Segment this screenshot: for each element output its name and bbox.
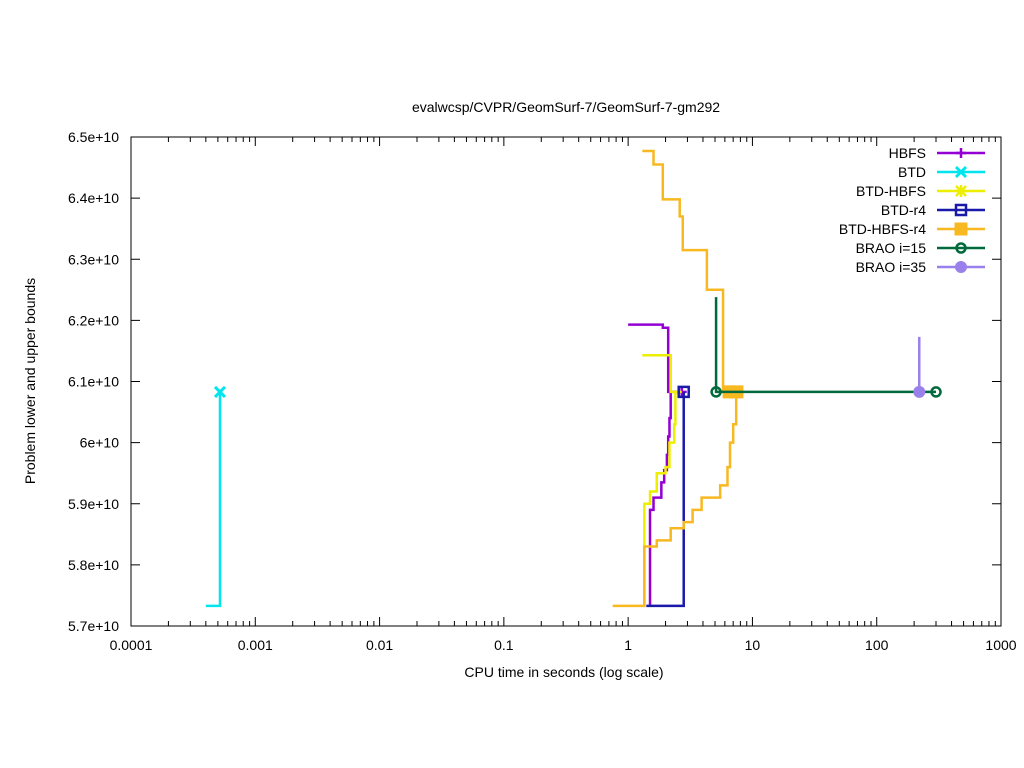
- legend-entry: BTD-HBFS-r4: [839, 221, 985, 237]
- legend-label: BTD: [898, 164, 926, 180]
- legend-entry: BRAO i=15: [856, 240, 985, 256]
- y-tick-label: 6.4e+10: [68, 190, 119, 206]
- lower-bound-line: [646, 391, 685, 608]
- upper-bound-line: [642, 353, 682, 394]
- plot-frame: [130, 136, 1002, 627]
- legend-label: BRAO i=35: [856, 259, 927, 275]
- legend: HBFS BTD BTD-HBFS BTD-r4 BTD-HBFS-r4 BRAO i=1…: [839, 145, 985, 275]
- lower-bound-line: [643, 391, 677, 606]
- x-tick-label: 0.001: [238, 637, 273, 653]
- legend-label: HBFS: [889, 145, 926, 161]
- series-layer: [205, 149, 942, 608]
- y-tick-label: 5.7e+10: [68, 618, 119, 634]
- marker-star: [955, 185, 967, 197]
- lower-bound-line: [714, 297, 937, 394]
- y-tick-label: 5.8e+10: [68, 557, 119, 573]
- marker-cross: [213, 385, 227, 398]
- y-tick-label: 5.9e+10: [68, 496, 119, 512]
- chart-title: evalwcsp/CVPR/GeomSurf-7/GeomSurf-7-gm29…: [412, 99, 720, 115]
- x-tick-label: 100: [865, 637, 889, 653]
- marker-filled-circle: [955, 261, 967, 273]
- legend-label: BRAO i=15: [856, 240, 927, 256]
- marker-plus: [956, 148, 966, 158]
- series-btd-hbfs-r4: [612, 149, 744, 608]
- series-btd-r4: [646, 385, 690, 608]
- x-tick-label: 0.01: [366, 637, 393, 653]
- marker-cross: [954, 165, 968, 179]
- x-axis-label: CPU time in seconds (log scale): [464, 664, 663, 680]
- marker-filled-square: [954, 222, 968, 236]
- y-tick-label: 6.3e+10: [68, 251, 119, 267]
- x-tick-label: 0.1: [494, 637, 514, 653]
- series-hbfs: [628, 323, 687, 606]
- legend-label: BTD-HBFS: [856, 183, 926, 199]
- x-tick-label: 1000: [985, 637, 1016, 653]
- marker-open-circle: [955, 242, 967, 254]
- upper-bound-line: [628, 323, 682, 394]
- series-btd: [205, 385, 227, 608]
- legend-entry: HBFS: [889, 145, 985, 161]
- series-brao-i-35: [913, 336, 926, 398]
- legend-entry: BRAO i=35: [856, 259, 985, 275]
- marker-open-square: [677, 385, 690, 399]
- marker-filled-circle: [913, 385, 926, 398]
- axis-ticks: 0.0001 0.001 0.01 0.1 1 10 100 1000 5.7e+10 5.8e+…: [68, 129, 1017, 653]
- series-btd-hbfs: [642, 353, 682, 606]
- lower-bound-line: [205, 391, 222, 608]
- legend-entry: BTD: [898, 164, 985, 180]
- legend-label: BTD-r4: [881, 202, 926, 218]
- y-axis-label: Problem lower and upper bounds: [22, 278, 38, 484]
- legend-entry: BTD-HBFS: [856, 183, 985, 199]
- legend-label: BTD-HBFS-r4: [839, 221, 926, 237]
- legend-entry: BTD-r4: [881, 202, 985, 218]
- marker-open-circle: [930, 386, 942, 398]
- x-tick-label: 0.0001: [110, 637, 153, 653]
- upper-bound-line: [642, 149, 741, 394]
- y-tick-label: 6e+10: [80, 435, 120, 451]
- y-tick-label: 6.5e+10: [68, 129, 119, 145]
- marker-open-square: [954, 203, 968, 217]
- y-tick-label: 6.1e+10: [68, 374, 119, 390]
- x-tick-label: 1: [624, 637, 632, 653]
- y-tick-label: 6.2e+10: [68, 312, 119, 328]
- marker-open-circle: [710, 386, 722, 398]
- series-brao-i-15: [710, 297, 942, 398]
- x-tick-label: 10: [745, 637, 761, 653]
- lower-bound-line: [648, 391, 672, 606]
- lower-bound-line: [612, 390, 741, 608]
